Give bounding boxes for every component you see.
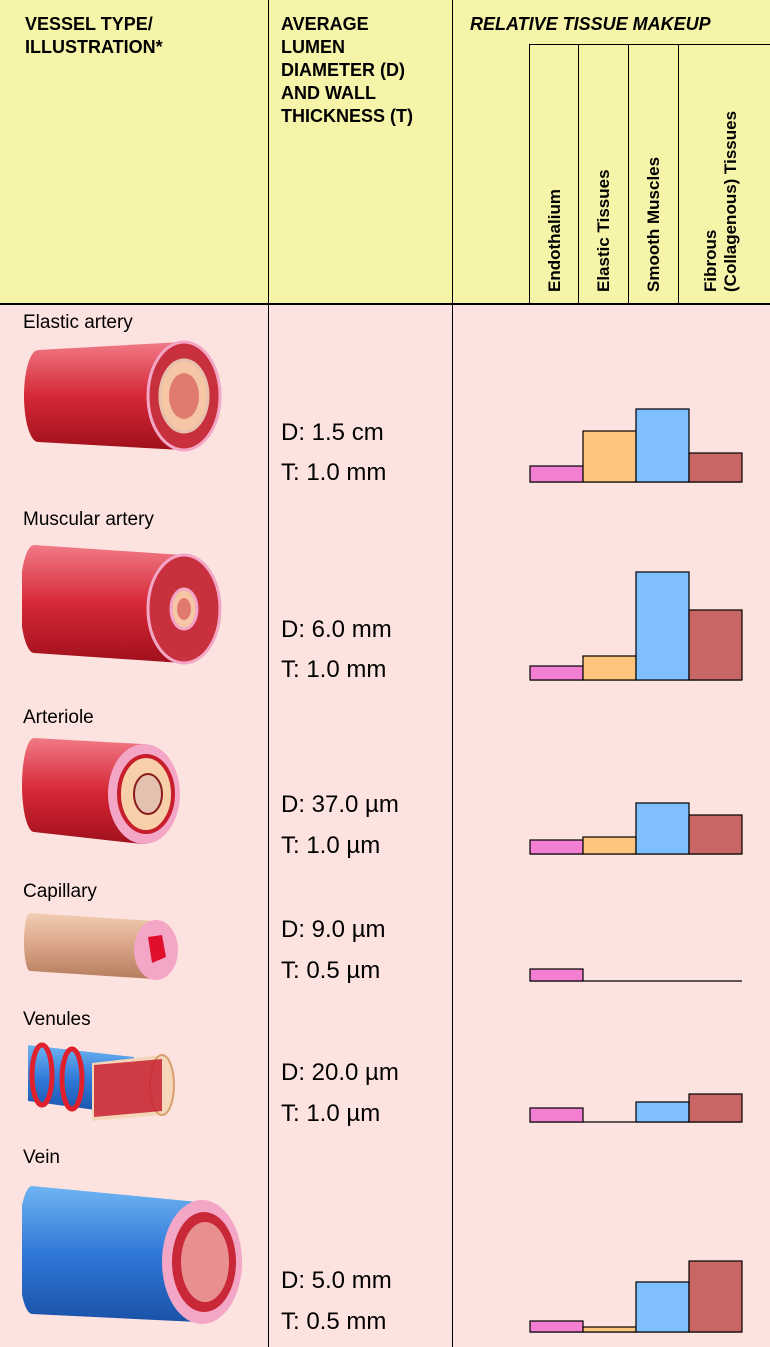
- thickness-elastic-artery: T: 1.0 mm: [281, 459, 387, 486]
- header-cell-tissue: [453, 0, 770, 304]
- bar-capillary-endothelium: [529, 968, 584, 982]
- vessel-name-venules: Venules: [23, 1009, 91, 1030]
- vessel-name-capillary: Capillary: [23, 881, 97, 902]
- header-diameter: AVERAGE LUMEN DIAMETER (D) AND WALL THIC…: [281, 14, 413, 126]
- diameter-muscular-artery: D: 6.0 mm: [281, 616, 392, 643]
- divider: [578, 44, 579, 304]
- muscular-artery-illustration: [22, 545, 222, 665]
- bar-arteriole-fibrous-tissue: [688, 814, 743, 855]
- header-cell-diameter: [269, 0, 452, 304]
- bar-vein-elastic-tissue: [582, 1326, 637, 1333]
- bar-elastic-artery-elastic-tissue: [582, 430, 637, 483]
- bar-elastic-artery-fibrous-tissue: [688, 452, 743, 483]
- measurement-column: [269, 304, 452, 1347]
- bar-vein-smooth-muscle: [635, 1281, 690, 1333]
- diameter-capillary: D: 9.0 µm: [281, 916, 386, 943]
- bar-muscular-artery-fibrous-tissue: [688, 609, 743, 681]
- elastic-artery-illustration: [24, 340, 222, 452]
- bar-venules-endothelium: [529, 1107, 584, 1123]
- capillary-illustration: [24, 913, 178, 980]
- thickness-vein: T: 0.5 mm: [281, 1308, 387, 1335]
- bar-arteriole-smooth-muscle: [635, 802, 690, 855]
- diameter-arteriole: D: 37.0 µm: [281, 791, 399, 818]
- thickness-muscular-artery: T: 1.0 mm: [281, 656, 387, 683]
- thickness-venules: T: 1.0 µm: [281, 1100, 381, 1127]
- diameter-vein: D: 5.0 mm: [281, 1267, 392, 1294]
- bar-venules-smooth-muscle: [635, 1101, 690, 1123]
- venules-illustration: [28, 1042, 175, 1121]
- divider: [529, 44, 530, 304]
- bar-elastic-artery-smooth-muscle: [635, 408, 690, 483]
- diameter-elastic-artery: D: 1.5 cm: [281, 419, 384, 446]
- vessel-name-muscular-artery: Muscular artery: [23, 509, 154, 530]
- divider: [0, 303, 770, 305]
- bar-vein-endothelium: [529, 1320, 584, 1333]
- divider: [678, 44, 679, 304]
- header-vessel-type: VESSEL TYPE/ ILLUSTRATION*: [25, 14, 163, 57]
- thickness-capillary: T: 0.5 µm: [281, 957, 381, 984]
- arteriole-illustration: [22, 738, 180, 844]
- divider: [268, 0, 269, 1347]
- bar-venules-fibrous-tissue: [688, 1093, 743, 1123]
- diameter-venules: D: 20.0 µm: [281, 1059, 399, 1086]
- vessel-name-elastic-artery: Elastic artery: [23, 312, 133, 333]
- bar-muscular-artery-endothelium: [529, 665, 584, 681]
- bar-elastic-artery-endothelium: [529, 465, 584, 483]
- bar-vein-fibrous-tissue: [688, 1260, 743, 1333]
- divider: [628, 44, 629, 304]
- bar-muscular-artery-elastic-tissue: [582, 655, 637, 681]
- header-cell-vessel-type: [0, 0, 268, 304]
- vessel-name-arteriole: Arteriole: [23, 707, 94, 728]
- bar-arteriole-endothelium: [529, 839, 584, 855]
- divider: [452, 0, 453, 1347]
- thickness-arteriole: T: 1.0 µm: [281, 832, 381, 859]
- vein-illustration: [22, 1186, 242, 1324]
- header-tissue-makeup: RELATIVE TISSUE MAKEUP: [470, 14, 711, 34]
- vessel-name-vein: Vein: [23, 1147, 60, 1168]
- bar-arteriole-elastic-tissue: [582, 836, 637, 855]
- divider: [529, 44, 770, 45]
- bar-muscular-artery-smooth-muscle: [635, 571, 690, 681]
